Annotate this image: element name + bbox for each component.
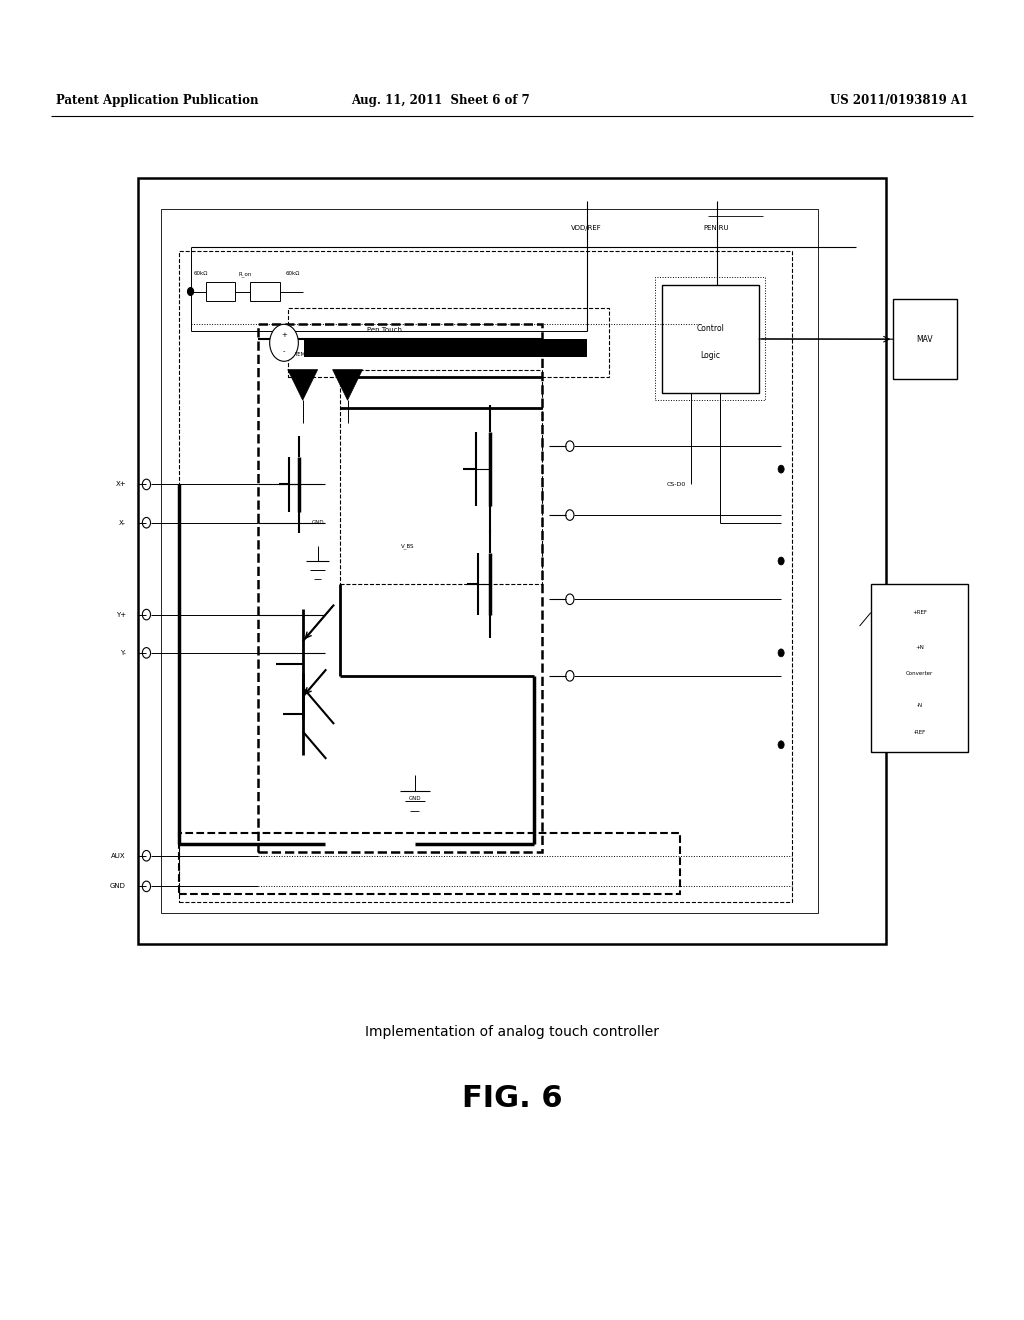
Text: Implementation of analog touch controller: Implementation of analog touch controlle… xyxy=(365,1026,659,1039)
Text: Y-: Y- xyxy=(120,649,126,656)
Bar xyxy=(288,309,609,378)
Circle shape xyxy=(778,465,784,473)
Bar xyxy=(258,323,542,851)
Text: Pen Touch: Pen Touch xyxy=(367,327,401,334)
Circle shape xyxy=(269,325,298,362)
Bar xyxy=(655,277,765,400)
Text: VDD/REF: VDD/REF xyxy=(571,224,602,231)
Text: 60kΩ: 60kΩ xyxy=(194,272,208,276)
Text: PENIRU: PENIRU xyxy=(703,224,729,231)
Bar xyxy=(161,209,818,913)
Text: +REF: +REF xyxy=(912,610,927,615)
Text: FIG. 6: FIG. 6 xyxy=(462,1084,562,1113)
Text: X+: X+ xyxy=(116,482,126,487)
Text: X-: X- xyxy=(119,520,126,525)
Text: GND: GND xyxy=(409,796,421,801)
Text: GND: GND xyxy=(311,520,324,525)
Text: Logic: Logic xyxy=(700,351,720,359)
Bar xyxy=(304,339,587,356)
Text: TEMP1: TEMP1 xyxy=(294,352,311,356)
Circle shape xyxy=(187,288,194,296)
Bar xyxy=(138,178,886,944)
Text: Control: Control xyxy=(696,323,724,333)
Circle shape xyxy=(778,557,784,565)
Circle shape xyxy=(778,649,784,657)
Text: AUX: AUX xyxy=(112,853,126,859)
Text: V_BS: V_BS xyxy=(400,543,414,549)
Text: -: - xyxy=(283,347,286,354)
Text: CS-D0: CS-D0 xyxy=(667,482,686,487)
Text: US 2011/0193819 A1: US 2011/0193819 A1 xyxy=(829,94,968,107)
Text: 60kΩ: 60kΩ xyxy=(286,272,300,276)
Bar xyxy=(206,281,236,301)
Text: R_on: R_on xyxy=(239,271,252,277)
Text: +N: +N xyxy=(915,645,924,651)
Bar xyxy=(662,285,759,392)
Text: Y+: Y+ xyxy=(116,611,126,618)
Text: MAV: MAV xyxy=(916,335,933,343)
Bar xyxy=(870,583,968,752)
Bar xyxy=(179,251,793,902)
Polygon shape xyxy=(288,370,317,400)
Text: -REF: -REF xyxy=(913,730,926,735)
Bar xyxy=(893,300,956,379)
Circle shape xyxy=(778,741,784,748)
Text: TEMP2: TEMP2 xyxy=(339,352,356,356)
Text: Patent Application Publication: Patent Application Publication xyxy=(56,94,259,107)
Bar xyxy=(340,370,542,583)
Bar xyxy=(250,281,281,301)
Text: +: + xyxy=(281,331,287,338)
Text: GND: GND xyxy=(110,883,126,890)
Text: Aug. 11, 2011  Sheet 6 of 7: Aug. 11, 2011 Sheet 6 of 7 xyxy=(351,94,529,107)
Text: -N: -N xyxy=(916,702,923,708)
Polygon shape xyxy=(333,370,362,400)
Bar xyxy=(179,833,680,894)
Text: Converter: Converter xyxy=(906,671,933,676)
